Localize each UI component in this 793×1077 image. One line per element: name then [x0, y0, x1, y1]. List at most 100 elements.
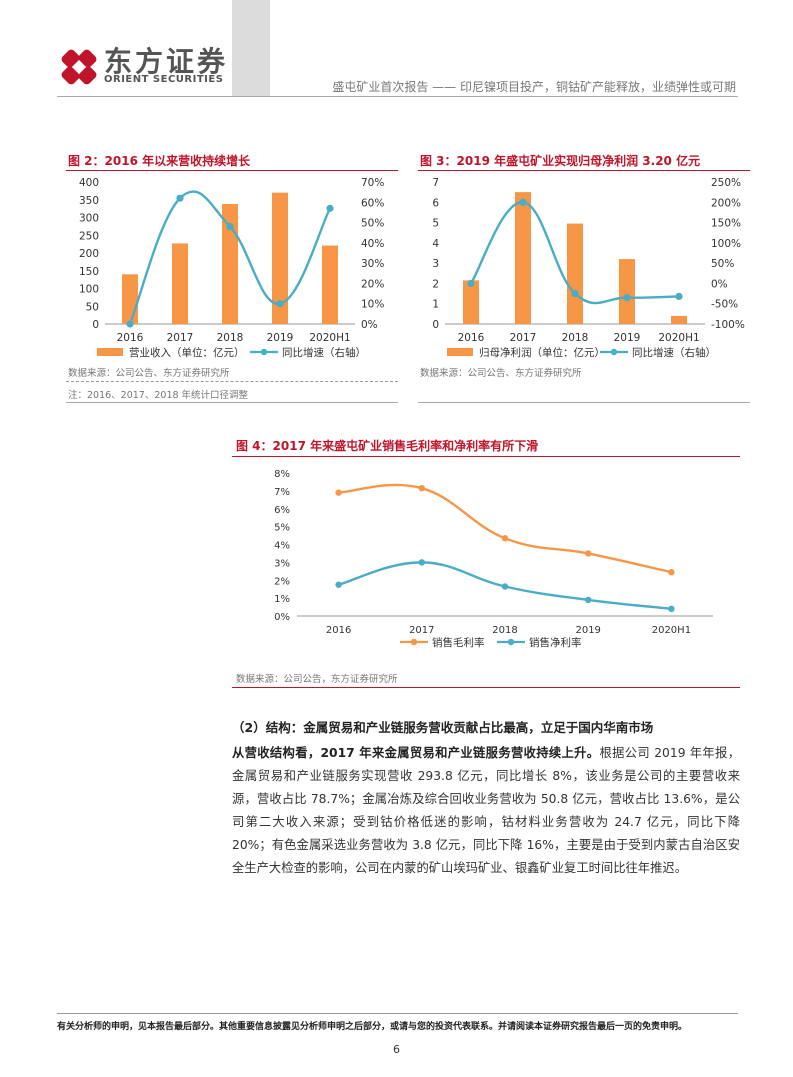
report-title: 盛屯矿业首次报告 —— 印尼镍项目投产，铜钴矿产能释放，业绩弹性或可期	[332, 80, 736, 94]
fig4-y-tick: 5%	[274, 523, 290, 534]
fig3-line-point	[467, 279, 475, 288]
fig3-y-left-tick: 7	[432, 177, 439, 189]
fig2-y-right-tick: 50%	[361, 218, 384, 230]
fig3-bottom-rule	[418, 402, 750, 403]
fig3-y-right-tick: 100%	[711, 238, 741, 250]
fig2-x-tick: 2019	[267, 332, 294, 344]
paragraph-lead: 从营收结构看，2017 年来金属贸易和产业链服务营收持续上升。	[232, 746, 600, 760]
fig4-y-tick: 3%	[274, 558, 290, 569]
fig3-chart: 0 1 2 3 4 5 6 7 -100% -50% 0% 50% 100% 150% 200% 250% 20…	[432, 177, 745, 359]
fig4-y-tick: 2%	[274, 576, 290, 587]
fig4-y-tick: 4%	[274, 541, 290, 552]
footer-divider	[57, 1013, 738, 1014]
fig3-y-left-tick: 1	[432, 299, 439, 311]
fig2-line-point	[176, 194, 184, 202]
fig2-y-left-tick: 50	[86, 301, 99, 313]
fig2-y-left-tick: 150	[79, 266, 99, 278]
fig2-legend-label: 营业收入（单位：亿元）	[129, 346, 245, 359]
fig3-y-left-tick: 5	[432, 218, 439, 230]
fig4-y-tick: 0%	[274, 612, 290, 623]
fig3-x-tick: 2018	[562, 332, 589, 344]
fig3-y-right-tick: -100%	[711, 319, 745, 331]
paragraph-text: 根据公司 2019 年年报，金属贸易和产业链服务实现营收 293.8 亿元，同比…	[232, 746, 740, 875]
fig3-y-right-tick: 150%	[711, 218, 741, 230]
fig3-y-right-tick: 250%	[711, 177, 741, 189]
fig2-bar	[222, 204, 238, 324]
fig4-x-tick: 2019	[575, 625, 600, 636]
fig2-title: 图 2：2016 年以来营收持续增长	[68, 154, 251, 168]
fig3-title-rule	[418, 170, 750, 171]
fig4-line-point	[668, 605, 675, 613]
fig2-bar	[272, 192, 288, 324]
fig4-legend-marker	[410, 638, 418, 646]
fig3-line-point	[571, 289, 579, 298]
fig3-legend-marker	[610, 348, 618, 356]
fig2-y-right-tick: 0%	[361, 319, 378, 331]
fig2-y-left-tick: 200	[79, 248, 99, 260]
fig3-y-left-tick: 2	[432, 278, 439, 290]
fig4-line-point	[335, 581, 342, 588]
fig2-legend-label: 同比增速（右轴）	[282, 346, 366, 359]
fig4-line-point	[418, 484, 425, 492]
fig4-legend-label: 销售毛利率	[432, 636, 485, 649]
fig2-y-left-tick: 300	[79, 213, 99, 225]
fig4-line-point	[585, 550, 592, 557]
fig4-y-tick: 8%	[274, 469, 290, 480]
fig4-chart: 0% 1% 2% 3% 4% 5% 6% 7% 8% 2016 2017 2018 2019 2020H1…	[274, 469, 713, 649]
fig4-x-tick: 2018	[492, 625, 517, 636]
fig2-line-point	[276, 300, 284, 308]
fig3-y-right-tick: 50%	[711, 258, 734, 270]
fig4-source: 数据来源：公司公告，东方证券研究所	[236, 674, 398, 685]
fig2-y-left-tick: 400	[79, 177, 99, 189]
fig4-line-point	[418, 559, 425, 566]
fig2-y-left-tick: 250	[79, 230, 99, 242]
fig4-title: 图 4：2017 年来盛屯矿业销售毛利率和净利率有所下滑	[236, 439, 539, 453]
fig4-line-series	[338, 483, 672, 574]
footer-disclaimer: 有关分析师的申明，见本报告最后部分。其他重要信息披露见分析师申明之后部分，或请与…	[57, 1022, 688, 1032]
fig2-source: 数据来源：公司公告、东方证券研究所	[68, 368, 230, 379]
fig3-y-right-tick: 0%	[711, 278, 728, 290]
fig3-line-point	[675, 292, 683, 301]
fig2-divider	[66, 381, 398, 382]
fig3-source: 数据来源：公司公告、东方证券研究所	[420, 368, 582, 379]
fig2-y-right-tick: 30%	[361, 258, 384, 270]
fig2-bar	[322, 245, 338, 324]
fig2-chart: 0 50 100 150 200 250 300 350 400 0% 10% 20% 30% 40% 50…	[79, 177, 384, 359]
header-divider	[57, 96, 738, 97]
fig4-x-tick: 2017	[409, 625, 434, 636]
fig4-bottom-rule	[232, 687, 740, 688]
fig4-line-point	[335, 489, 342, 496]
fig3-bar	[463, 280, 479, 324]
fig2-note: 注：2016、2017、2018 年统计口径调整	[68, 390, 249, 401]
fig4-y-tick: 6%	[274, 505, 290, 516]
fig3-legend-label: 归母净利润（单位：亿元）	[479, 346, 605, 359]
fig2-x-tick: 2020H1	[309, 332, 350, 344]
fig4-y-tick: 7%	[274, 487, 290, 498]
fig2-x-tick: 2016	[117, 332, 144, 344]
fig2-y-right-tick: 40%	[361, 238, 384, 250]
fig2-y-right-tick: 20%	[361, 278, 384, 290]
fig3-line-series	[469, 201, 680, 305]
fig4-line-point	[501, 583, 509, 590]
fig2-y-left-tick: 100	[79, 284, 99, 296]
fig3-line-point	[519, 198, 527, 206]
header-decor-strip	[232, 0, 270, 96]
fig2-x-tick: 2018	[217, 332, 244, 344]
fig3-bar	[567, 223, 583, 324]
fig2-line-point	[326, 204, 334, 212]
fig2-legend-swatch	[97, 348, 123, 356]
fig4-x-tick: 2016	[326, 625, 351, 636]
fig2-bar	[172, 243, 188, 324]
fig3-bar	[671, 315, 687, 324]
fig2-y-left-tick: 0	[92, 319, 99, 331]
fig3-y-right-tick: 200%	[711, 197, 741, 209]
fig2-line-point	[126, 320, 134, 328]
fig2-legend-marker	[260, 348, 268, 356]
fig4-line-point	[585, 596, 592, 604]
fig4-y-tick: 1%	[274, 594, 290, 605]
fig3-y-left-tick: 6	[432, 197, 439, 209]
fig3-line-point	[623, 294, 631, 302]
fig3-x-tick: 2017	[510, 332, 537, 344]
logo-chinese-text: 东方证券	[104, 45, 229, 78]
logo-english-text: ORIENT SECURITIES	[104, 74, 224, 85]
